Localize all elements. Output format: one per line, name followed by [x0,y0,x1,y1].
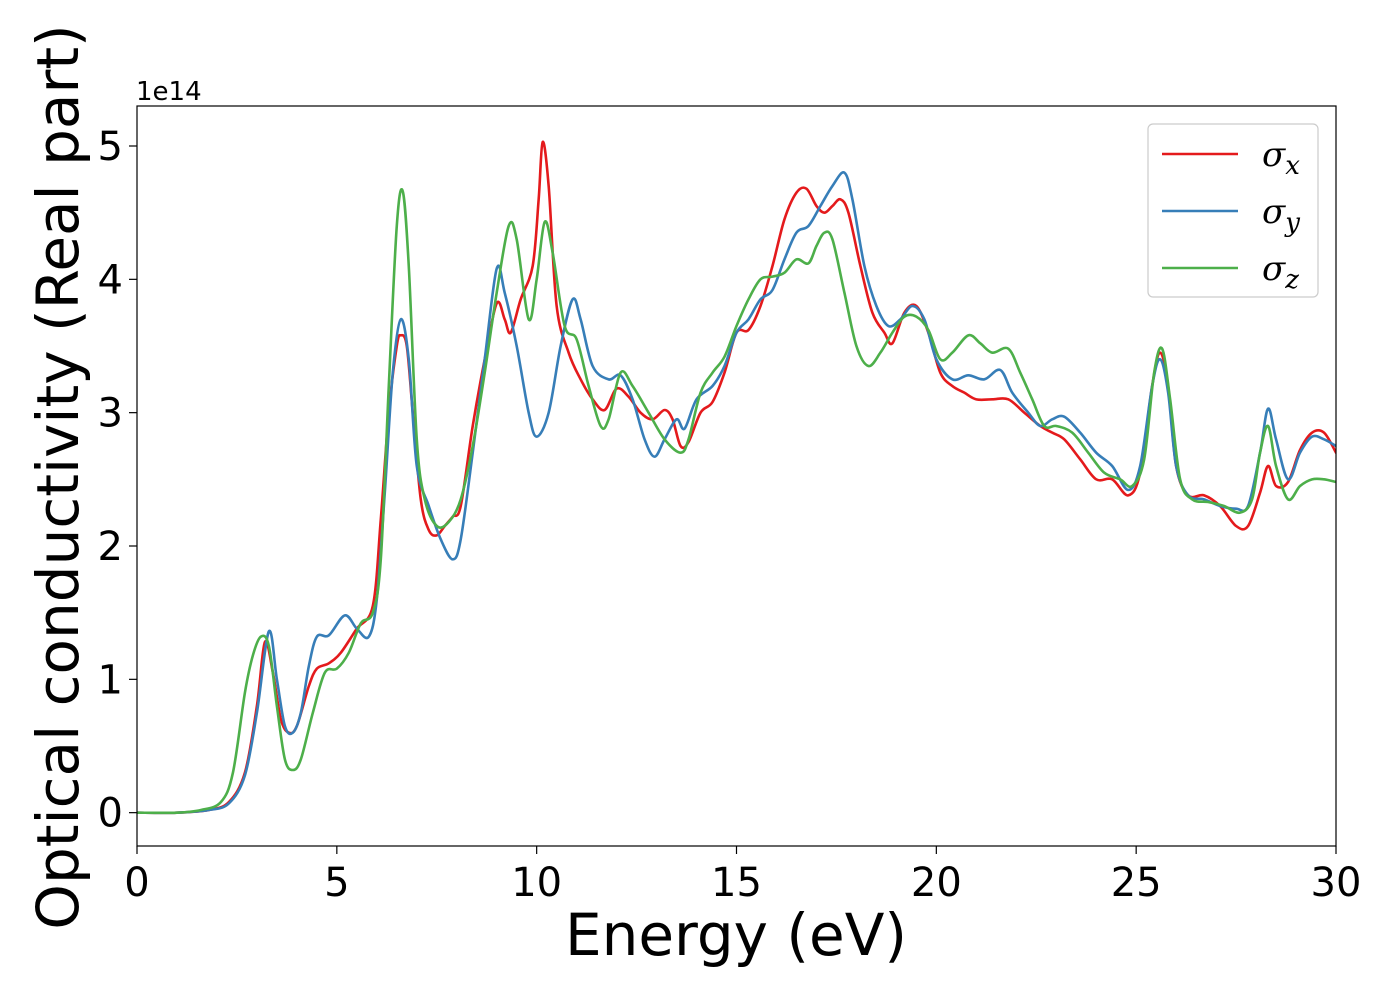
series-line-z [137,188,1336,815]
y-axis-offset-label: 1e14 [136,77,202,107]
x-axis-ticks: 0 5 10 15 20 25 30 [124,846,1361,906]
y-tick-label: 1 [98,657,123,703]
y-tick-label: 0 [98,791,123,837]
y-tick-label: 3 [98,391,123,437]
x-tick-label: 0 [124,860,149,906]
x-tick-label: 20 [911,860,962,906]
x-tick-label: 15 [711,860,762,906]
y-tick-label: 2 [98,524,123,570]
legend-label-x: σx [1262,135,1300,181]
x-tick-label: 30 [1311,860,1362,906]
y-axis-ticks: 0 1 2 3 4 5 [98,124,137,837]
legend-label-z: σz [1262,249,1299,295]
y-axis-label: Optical conductivity (Real part) [24,24,92,929]
x-tick-label: 10 [511,860,562,906]
x-tick-label: 5 [324,860,349,906]
x-tick-label: 25 [1111,860,1162,906]
legend-label-y: σy [1262,192,1300,238]
x-axis-label: Energy (eV) [565,901,907,969]
legend: σx σy σz [1147,123,1319,298]
series-layer [137,140,1336,815]
y-tick-label: 5 [98,124,123,170]
series-line-y [137,171,1336,815]
y-tick-label: 4 [98,257,123,303]
